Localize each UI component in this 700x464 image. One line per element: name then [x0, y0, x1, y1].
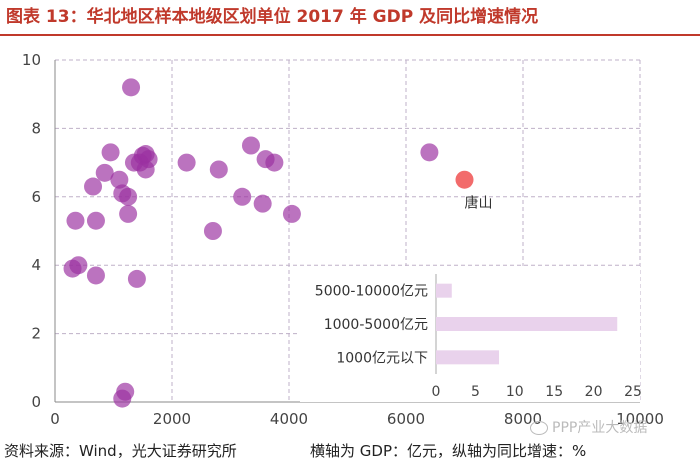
scatter-point	[110, 170, 129, 189]
inset-x-tick-label: 10	[506, 384, 524, 400]
scatter-point	[253, 194, 272, 213]
chart-title: 图表 13：华北地区样本地级区划单位 2017 年 GDP 及同比增速情况	[6, 7, 539, 27]
inset-category-label: 1000-5000亿元	[324, 317, 428, 333]
scatter-point	[209, 160, 228, 179]
scatter-point	[101, 143, 120, 162]
inset-category-label: 5000-10000亿元	[315, 284, 428, 300]
source-note: 资料来源：Wind，光大证券研究所	[4, 442, 237, 460]
y-tick-label: 4	[31, 256, 41, 274]
scatter-point	[127, 269, 146, 288]
inset-x-tick-label: 5	[471, 384, 480, 400]
scatter-point	[203, 222, 222, 240]
scatter-point	[233, 187, 252, 206]
scatter-point	[95, 163, 114, 182]
scatter-point	[69, 256, 88, 275]
scatter-point	[282, 204, 301, 223]
scatter-point-highlight	[455, 170, 474, 189]
scatter-point	[86, 211, 105, 230]
y-tick-label: 6	[31, 188, 41, 206]
scatter-point	[241, 136, 260, 155]
axes-note: 横轴为 GDP：亿元，纵轴为同比增速：%	[310, 442, 587, 460]
x-tick-label: 6000	[387, 410, 425, 428]
scatter-point	[119, 187, 138, 206]
y-tick-label: 8	[31, 119, 41, 137]
title-divider	[0, 34, 700, 36]
scatter-point	[119, 204, 138, 223]
watermark-text: PPP产业大数据	[552, 420, 648, 436]
inset-category-label: 1000亿元以下	[336, 350, 428, 366]
x-tick-label: 0	[50, 410, 60, 428]
wechat-icon	[530, 421, 548, 435]
inset-background	[300, 266, 640, 402]
inset-x-tick-label: 20	[585, 384, 603, 400]
scatter-point	[177, 153, 196, 172]
inset-x-tick-label: 25	[624, 384, 642, 400]
inset-bar	[436, 317, 618, 331]
inset-bar	[436, 350, 500, 365]
y-tick-label: 10	[22, 51, 41, 69]
chart-area: 0 2 4 6 8 10 0 2000 4000 6000 8000 10000 唐山 5000-1000…	[0, 36, 700, 436]
x-tick-label: 4000	[270, 410, 308, 428]
y-tick-label: 2	[31, 325, 41, 343]
scatter-point	[86, 266, 105, 285]
watermark: PPP产业大数据	[530, 418, 647, 438]
scatter-point	[66, 211, 85, 230]
x-tick-label: 10000	[616, 410, 664, 428]
x-tick-label: 2000	[153, 410, 191, 428]
inset-x-tick-label: 15	[545, 384, 563, 400]
inset-x-tick-label: 0	[432, 384, 441, 400]
inset-bar	[436, 283, 452, 298]
scatter-point	[84, 177, 103, 196]
highlight-label: 唐山	[465, 195, 493, 212]
scatter-point	[113, 389, 132, 408]
scatter-point	[122, 78, 141, 97]
scatter-point	[136, 160, 155, 179]
scatter-point	[420, 143, 439, 162]
y-tick-label: 0	[31, 393, 41, 411]
scatter-point	[265, 153, 284, 172]
